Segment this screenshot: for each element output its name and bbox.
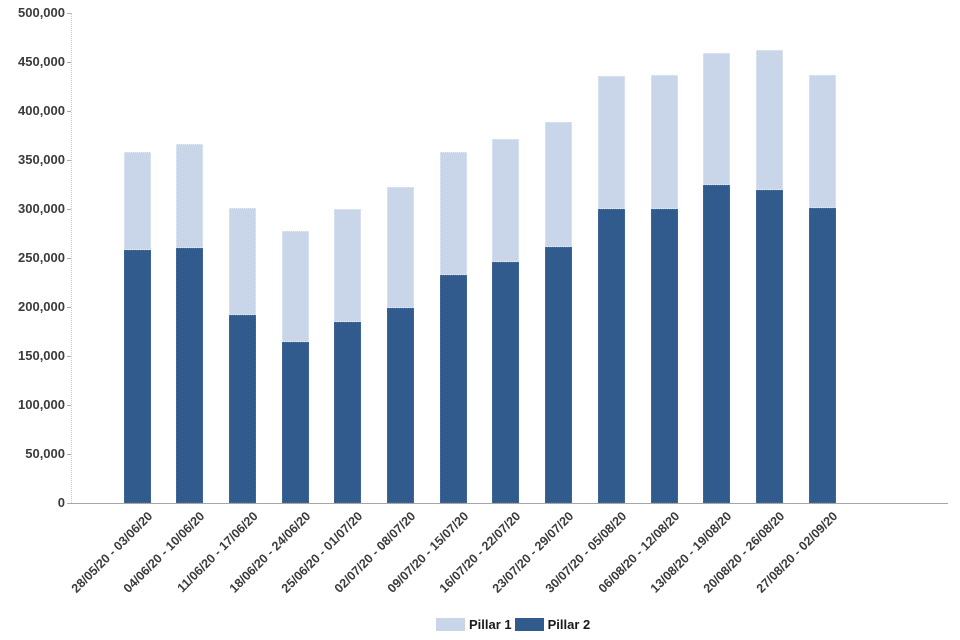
- y-tick-mark: [67, 209, 71, 210]
- bar-segment-pillar-2[interactable]: [808, 208, 836, 503]
- bar-segment-pillar-2[interactable]: [703, 185, 731, 503]
- y-axis-label: 350,000: [18, 152, 65, 167]
- bar-segment-pillar-1[interactable]: [703, 53, 731, 186]
- y-axis-label: 150,000: [18, 348, 65, 363]
- bar-segment-pillar-2[interactable]: [123, 250, 151, 503]
- bar-segment-pillar-2[interactable]: [650, 209, 678, 503]
- legend-swatch-pillar2[interactable]: [514, 618, 544, 631]
- bar-segment-pillar-1[interactable]: [334, 209, 362, 322]
- legend-swatch-pillar1[interactable]: [436, 618, 465, 631]
- bar-segment-pillar-1[interactable]: [755, 50, 783, 191]
- bar-segment-pillar-1[interactable]: [228, 208, 256, 315]
- y-tick-mark: [67, 258, 71, 259]
- y-tick-mark: [67, 503, 71, 504]
- bar-segment-pillar-1[interactable]: [545, 121, 573, 248]
- bar-segment-pillar-1[interactable]: [281, 230, 309, 343]
- bar-segment-pillar-2[interactable]: [176, 248, 204, 503]
- bar-segment-pillar-2[interactable]: [228, 314, 256, 503]
- y-axis-label: 50,000: [25, 446, 65, 461]
- bar-segment-pillar-2[interactable]: [439, 274, 467, 503]
- y-tick-mark: [67, 13, 71, 14]
- y-axis-label: 250,000: [18, 250, 65, 265]
- bar-segment-pillar-2[interactable]: [545, 247, 573, 503]
- y-tick-mark: [67, 62, 71, 63]
- bar-segment-pillar-2[interactable]: [755, 190, 783, 503]
- y-tick-mark: [67, 356, 71, 357]
- y-axis-label: 500,000: [18, 5, 65, 20]
- bar-segment-pillar-1[interactable]: [123, 152, 151, 251]
- y-axis-line: [71, 13, 72, 503]
- y-axis-label: 0: [57, 495, 65, 510]
- y-tick-mark: [67, 307, 71, 308]
- y-tick-mark: [67, 405, 71, 406]
- bar-segment-pillar-1[interactable]: [387, 187, 414, 308]
- legend-label-pillar1[interactable]: Pillar 1: [469, 617, 512, 632]
- bar-segment-pillar-2[interactable]: [281, 342, 309, 503]
- bar-segment-pillar-2[interactable]: [387, 307, 414, 503]
- legend: Pillar 1 Pillar 2: [436, 618, 593, 631]
- bar-segment-pillar-2[interactable]: [492, 261, 520, 503]
- legend-label-pillar2[interactable]: Pillar 2: [547, 617, 591, 632]
- bar-segment-pillar-2[interactable]: [597, 209, 625, 503]
- y-axis-label: 400,000: [18, 103, 65, 118]
- bar-segment-pillar-1[interactable]: [492, 139, 520, 262]
- y-axis-label: 100,000: [18, 397, 65, 412]
- bar-segment-pillar-1[interactable]: [176, 144, 204, 249]
- bar-segment-pillar-2[interactable]: [334, 321, 362, 503]
- bar-segment-pillar-1[interactable]: [650, 74, 678, 209]
- bar-segment-pillar-1[interactable]: [439, 152, 467, 275]
- y-tick-mark: [67, 454, 71, 455]
- bar-segment-pillar-1[interactable]: [597, 75, 625, 209]
- y-tick-mark: [67, 160, 71, 161]
- y-axis-label: 450,000: [18, 54, 65, 69]
- x-axis-line: [71, 503, 948, 504]
- y-axis-label: 200,000: [18, 299, 65, 314]
- y-tick-mark: [67, 111, 71, 112]
- y-axis-label: 300,000: [18, 201, 65, 216]
- bar-segment-pillar-1[interactable]: [808, 74, 836, 208]
